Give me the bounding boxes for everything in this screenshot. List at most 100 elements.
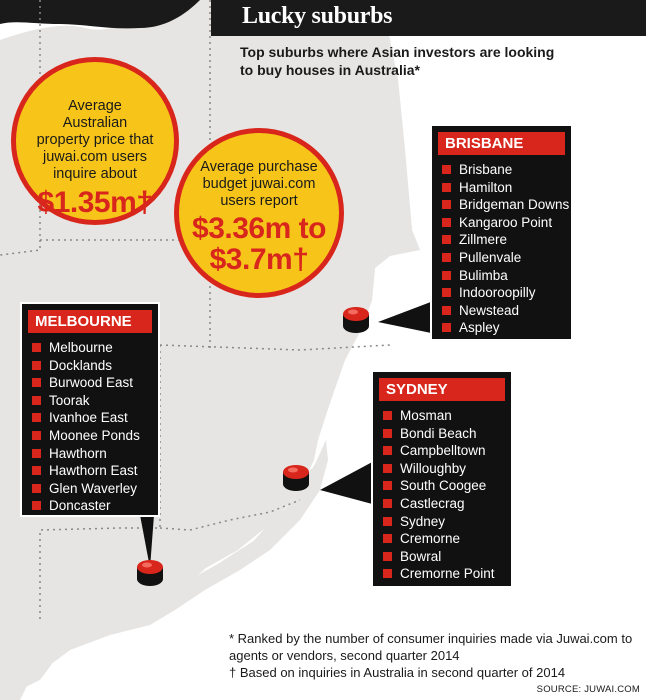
bullet-square-icon xyxy=(383,551,392,561)
suburb-name: Hawthorn East xyxy=(49,463,138,479)
top-dark-land xyxy=(0,0,200,29)
bullet-square-icon xyxy=(32,395,41,405)
bullet-square-icon xyxy=(442,235,451,245)
suburb-item: Glen Waverley xyxy=(32,480,158,498)
suburb-name: Moonee Ponds xyxy=(49,427,140,443)
suburb-item: Brisbane xyxy=(442,161,571,179)
footnote-inquiries: † Based on inquiries in Australia in sec… xyxy=(229,665,566,680)
pin-melbourne xyxy=(137,560,163,586)
city-box-melbourne: MELBOURNE Melbourne Docklands Burwood East… xyxy=(20,302,160,517)
callout-value: $1.35m† xyxy=(37,186,153,219)
suburb-item: Cremorne Point xyxy=(383,565,511,583)
suburb-item: Bondi Beach xyxy=(383,425,511,443)
suburb-name: Docklands xyxy=(49,357,113,373)
suburb-name: Brisbane xyxy=(459,162,513,177)
suburb-item: Aspley xyxy=(442,319,571,337)
suburb-name: Bridgeman Downs xyxy=(459,197,570,213)
city-header: SYDNEY xyxy=(379,378,505,401)
bullet-square-icon xyxy=(442,305,451,315)
suburb-item: Hawthorn xyxy=(32,445,158,463)
suburb-name: Cremorne xyxy=(400,531,461,547)
suburb-item: Indooroopilly xyxy=(442,284,571,302)
suburb-name: Aspley xyxy=(459,320,500,336)
suburb-item: Sydney xyxy=(383,513,511,531)
bullet-square-icon xyxy=(32,501,41,511)
suburb-name: Bulimba xyxy=(459,267,508,283)
suburb-item: Bridgeman Downs xyxy=(442,196,571,214)
suburb-item: Pullenvale xyxy=(442,249,571,267)
suburb-name: Newstead xyxy=(459,302,520,318)
bullet-square-icon xyxy=(32,360,41,370)
bullet-square-icon xyxy=(32,466,41,476)
suburb-list: Brisbane Hamilton Bridgeman Downs Kangaroo … xyxy=(432,161,571,337)
border-wa xyxy=(0,0,41,258)
bullet-square-icon xyxy=(32,448,41,458)
callout-average-price: Average Australian property price that j… xyxy=(11,57,179,225)
bullet-square-icon xyxy=(383,411,392,420)
bullet-square-icon xyxy=(442,165,451,174)
callout-pointer-sydney xyxy=(320,460,376,505)
city-header: BRISBANE xyxy=(438,132,565,155)
pin-sydney xyxy=(283,465,309,491)
suburb-item: South Coogee xyxy=(383,477,511,495)
bullet-square-icon xyxy=(383,481,392,491)
suburb-item: Mosman xyxy=(383,407,511,425)
suburb-item: Zillmere xyxy=(442,231,571,249)
suburb-item: Newstead xyxy=(442,302,571,320)
suburb-name: Mosman xyxy=(400,408,452,423)
bullet-square-icon xyxy=(383,534,392,544)
pin-brisbane xyxy=(343,307,369,333)
bullet-square-icon xyxy=(442,200,451,210)
suburb-item: Cremorne xyxy=(383,530,511,548)
page-subtitle: Top suburbs where Asian investors are lo… xyxy=(240,44,555,78)
suburb-name: Zillmere xyxy=(459,232,508,248)
bullet-square-icon xyxy=(32,483,41,493)
callout-pointer-brisbane xyxy=(378,300,436,334)
suburb-name: Melbourne xyxy=(49,340,113,355)
footnotes: * Ranked by the number of consumer inqui… xyxy=(229,630,639,681)
suburb-name: Bondi Beach xyxy=(400,425,477,441)
suburb-item: Willoughby xyxy=(383,460,511,478)
suburb-item: Hamilton xyxy=(442,179,571,197)
suburb-name: Bowral xyxy=(400,548,442,564)
city-box-brisbane: BRISBANE Brisbane Hamilton Bridgeman Downs… xyxy=(430,124,573,341)
tasmania-gap xyxy=(150,640,300,700)
suburb-item: Toorak xyxy=(32,392,158,410)
suburb-list: Melbourne Docklands Burwood East Toorak Ivan… xyxy=(22,339,158,515)
bullet-square-icon xyxy=(442,323,451,333)
suburb-name: Pullenvale xyxy=(459,249,522,265)
suburb-item: Burwood East xyxy=(32,374,158,392)
suburb-item: Kangaroo Point xyxy=(442,214,571,232)
suburb-item: Ivanhoe East xyxy=(32,409,158,427)
suburb-item: Docklands xyxy=(32,357,158,375)
city-box-sydney: SYDNEY Mosman Bondi Beach Campbelltown Will… xyxy=(371,370,513,588)
footnote-ranking: * Ranked by the number of consumer inqui… xyxy=(229,631,633,663)
bullet-square-icon xyxy=(383,516,392,526)
suburb-name: Ivanhoe East xyxy=(49,410,128,426)
suburb-item: Hawthorn East xyxy=(32,462,158,480)
suburb-name: Cremorne Point xyxy=(400,566,495,582)
bullet-square-icon xyxy=(383,498,392,508)
bullet-square-icon xyxy=(442,252,451,262)
suburb-item: Bulimba xyxy=(442,267,571,285)
bullet-square-icon xyxy=(442,217,451,227)
callout-pointer-melbourne xyxy=(140,515,154,568)
suburb-name: Willoughby xyxy=(400,460,467,476)
suburb-name: Hawthorn xyxy=(49,445,107,461)
suburb-item: Melbourne xyxy=(32,339,158,357)
bullet-square-icon xyxy=(383,428,392,438)
suburb-item: Bowral xyxy=(383,548,511,566)
page-title: Lucky suburbs xyxy=(242,3,393,29)
suburb-item: Campbelltown xyxy=(383,442,511,460)
suburb-item: Moonee Ponds xyxy=(32,427,158,445)
southern-land xyxy=(0,440,328,700)
suburb-name: Toorak xyxy=(49,392,90,408)
bullet-square-icon xyxy=(383,569,392,579)
suburb-name: Burwood East xyxy=(49,375,134,391)
bullet-square-icon xyxy=(32,378,41,388)
suburb-list: Mosman Bondi Beach Campbelltown Willoughby S… xyxy=(373,407,511,583)
suburb-name: Doncaster xyxy=(49,498,111,514)
suburb-name: Kangaroo Point xyxy=(459,214,553,230)
bullet-square-icon xyxy=(442,182,451,192)
